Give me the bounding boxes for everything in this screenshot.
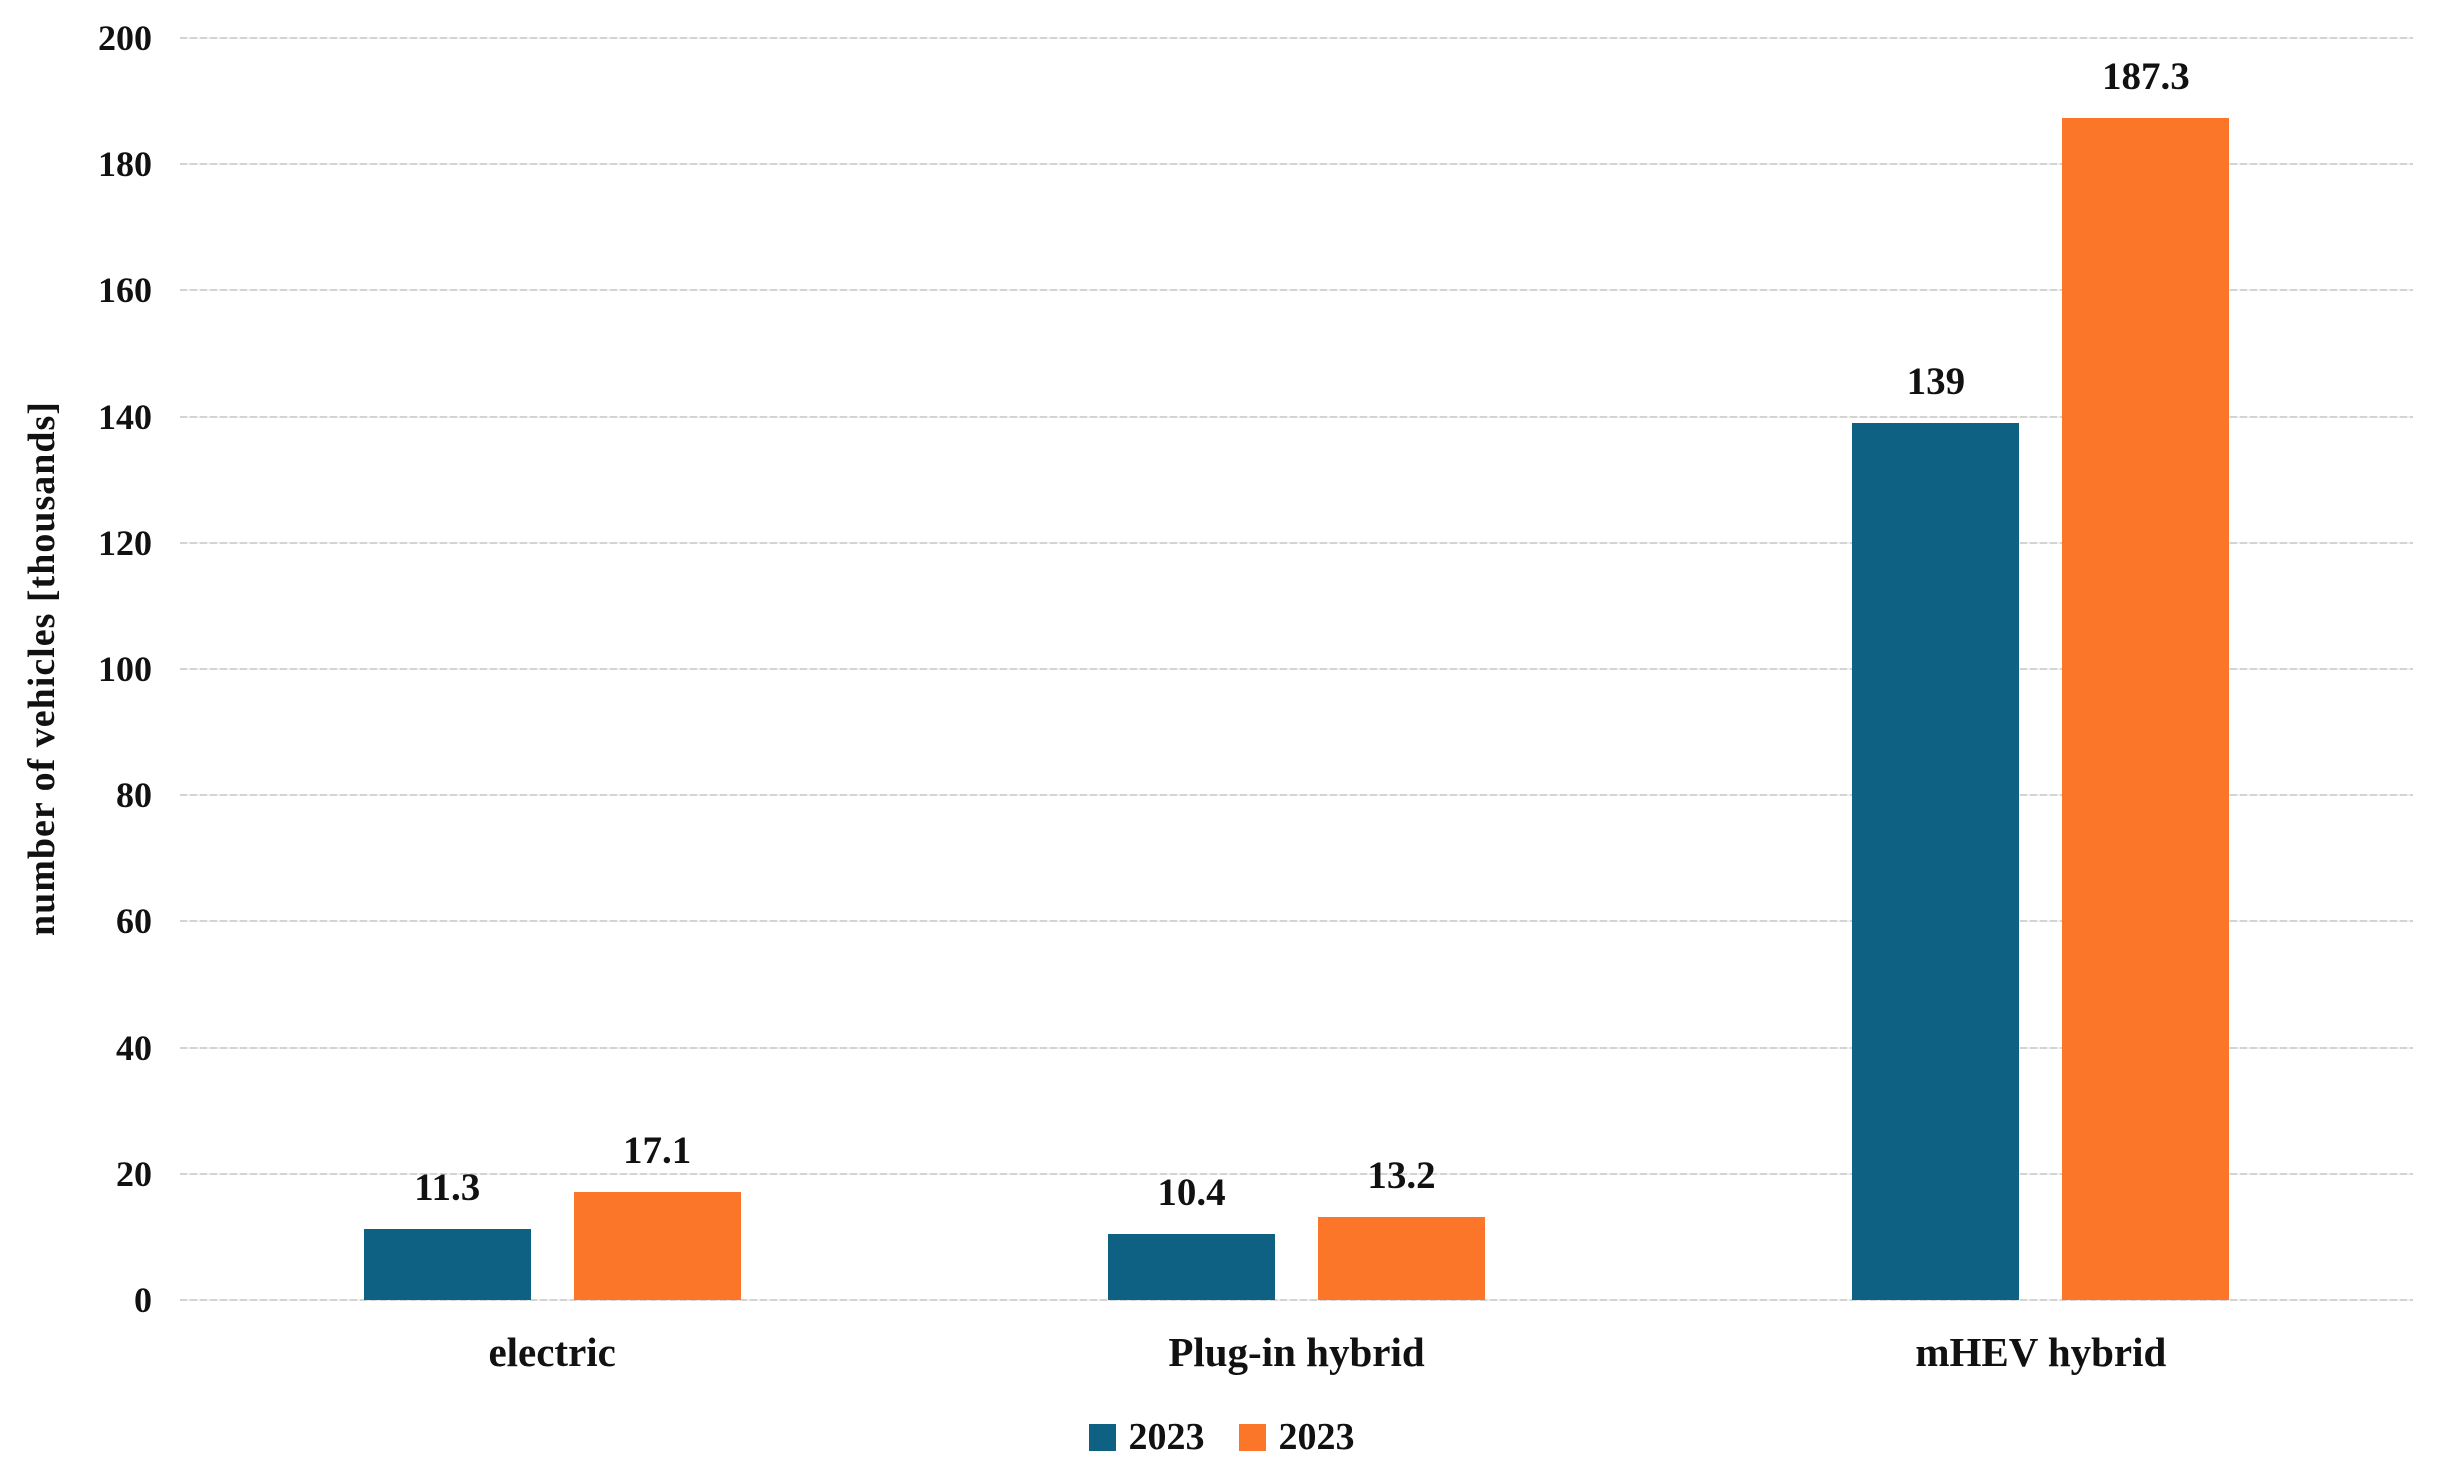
legend-entry: 2023 — [1238, 1416, 1355, 1458]
bar-value-label: 11.3 — [414, 1165, 481, 1209]
y-axis-tick-label: 100 — [98, 649, 152, 689]
y-axis-tick-label: 160 — [98, 270, 152, 311]
bar-blue-series1: 10.4 — [1107, 1173, 1275, 1300]
y-axis-tick-label: 0 — [134, 1280, 152, 1320]
y-axis-tick-label: 120 — [98, 522, 152, 563]
gridline — [180, 920, 2413, 923]
legend: 2023 2023 — [0, 1418, 2443, 1456]
y-axis-ticks: 0 20 40 60 80 100 120 140 160 180 200 — [0, 20, 152, 1318]
gridline — [180, 289, 2413, 292]
x-axis-category-labels: electric Plug-in hybrid mHEV hybrid — [180, 1300, 2413, 1373]
gridline — [180, 1046, 2413, 1049]
gridline — [180, 1299, 2413, 1301]
category-label: Plug-in hybrid — [1168, 1329, 1425, 1375]
y-axis-tick-label: 180 — [98, 144, 152, 185]
legend-entry: 2023 — [1088, 1416, 1205, 1458]
gridline — [180, 415, 2413, 418]
gridline — [180, 794, 2413, 797]
y-axis-tick-label: 40 — [116, 1027, 152, 1068]
bar-group: 11.3 17.1 — [180, 38, 924, 1300]
bar-groups: 11.3 17.1 10.4 13.2 139 187.3 — [180, 38, 2413, 1300]
y-axis-tick-label: 140 — [98, 396, 152, 437]
y-axis-tick-label: 60 — [116, 901, 152, 942]
bar-orange-series2: 13.2 — [1317, 1156, 1485, 1300]
gridline — [180, 163, 2413, 166]
bar-group: 139 187.3 — [1669, 38, 2413, 1300]
bar-orange-series2: 187.3 — [2062, 57, 2230, 1300]
y-axis-tick-label: 20 — [116, 1153, 152, 1194]
legend-label: 2023 — [1128, 1416, 1205, 1458]
legend-label: 2023 — [1278, 1416, 1355, 1458]
category-label: electric — [488, 1329, 616, 1375]
legend-swatch-orange-icon — [1238, 1423, 1266, 1451]
bar-orange-series2: 17.1 — [573, 1131, 741, 1300]
bar-value-label: 139 — [1906, 359, 1966, 403]
bar-blue-series1: 11.3 — [363, 1168, 531, 1300]
category-label: mHEV hybrid — [1915, 1329, 2167, 1375]
gridline — [180, 1172, 2413, 1175]
plot-area: 11.3 17.1 10.4 13.2 139 187.3 — [180, 37, 2413, 1301]
bar-blue-series1: 139 — [1852, 362, 2020, 1300]
bar-value-label: 187.3 — [2101, 55, 2190, 99]
legend-swatch-blue-icon — [1088, 1423, 1116, 1451]
y-axis-tick-label: 80 — [116, 775, 152, 816]
gridline — [180, 668, 2413, 670]
gridline — [180, 541, 2413, 544]
bar-group: 10.4 13.2 — [924, 38, 1668, 1300]
bar-value-label: 10.4 — [1157, 1171, 1226, 1215]
y-axis-tick-label: 200 — [98, 18, 152, 58]
bar-value-label: 17.1 — [623, 1129, 692, 1173]
gridline — [180, 37, 2413, 39]
bar-value-label: 13.2 — [1367, 1153, 1436, 1197]
